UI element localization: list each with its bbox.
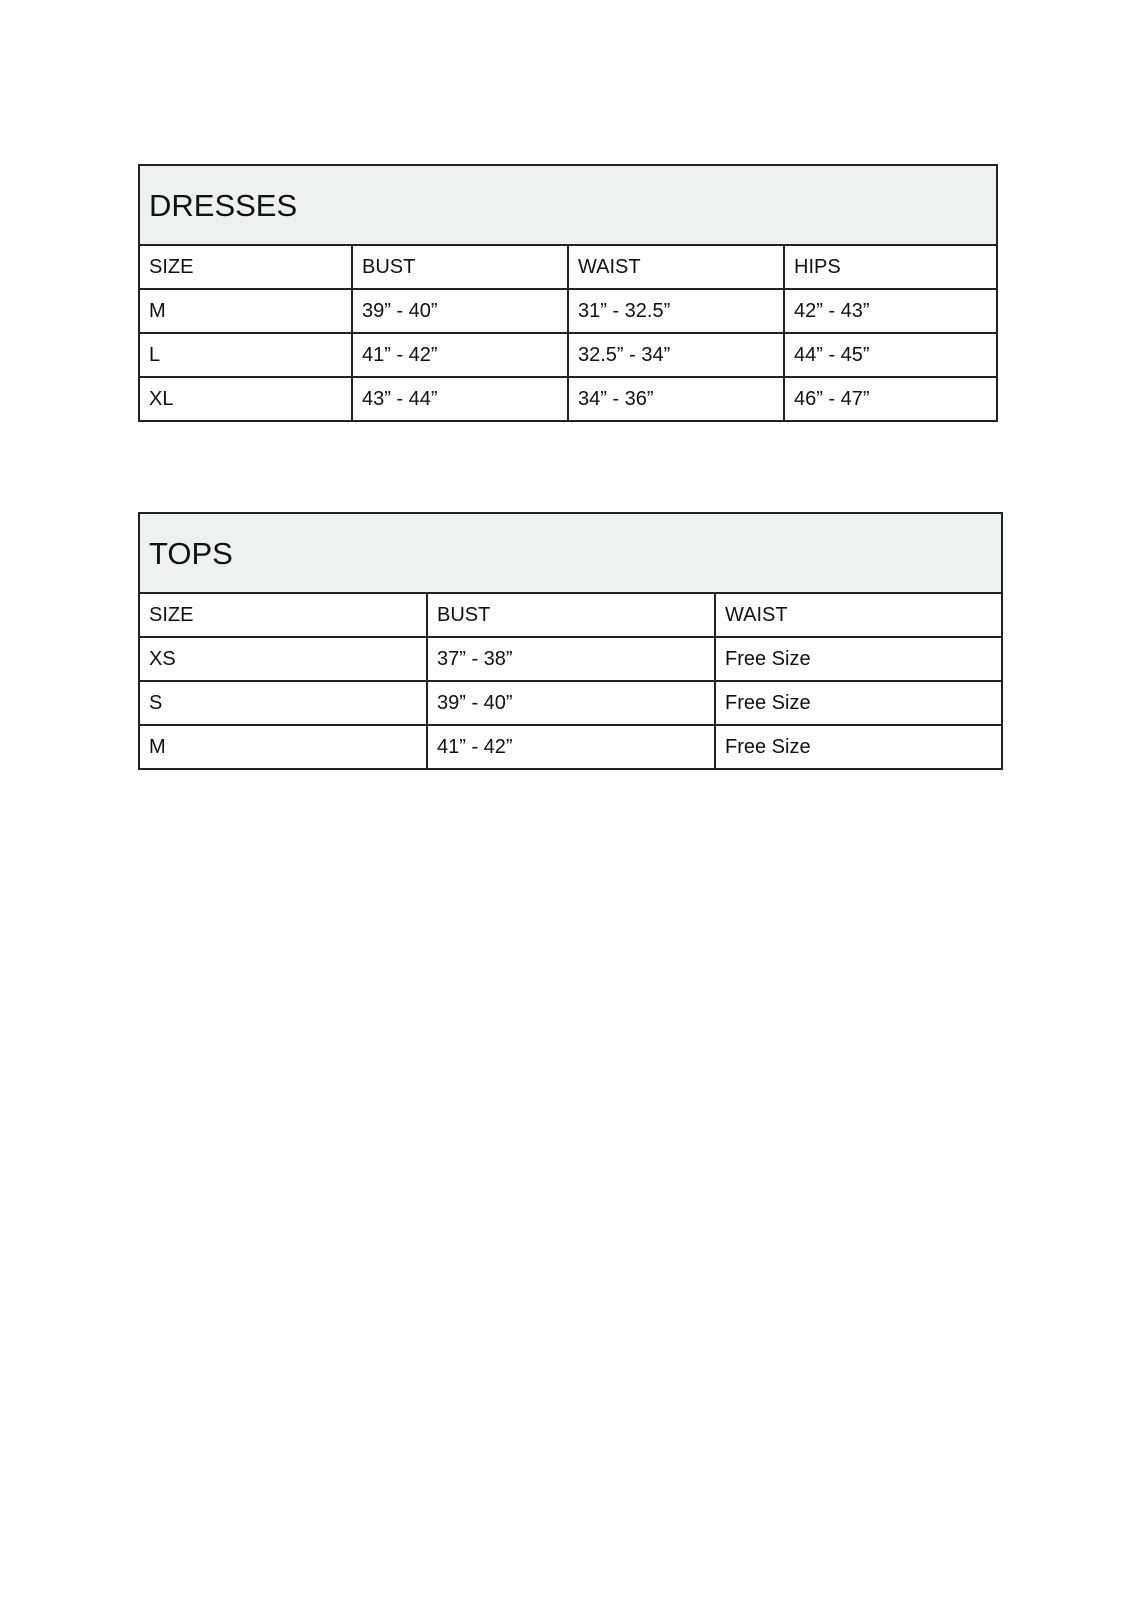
- table-cell: 46” - 47”: [783, 376, 998, 422]
- column-header: BUST: [351, 244, 569, 290]
- column-header: WAIST: [714, 592, 1003, 638]
- table-cell: 41” - 42”: [351, 332, 569, 378]
- table-row: XL 43” - 44” 34” - 36” 46” - 47”: [138, 376, 998, 422]
- table-cell: 43” - 44”: [351, 376, 569, 422]
- column-header: HIPS: [783, 244, 998, 290]
- table-cell: Free Size: [714, 724, 1003, 770]
- table-title: TOPS: [138, 512, 1003, 594]
- table-cell: 42” - 43”: [783, 288, 998, 334]
- table-row: XS 37” - 38” Free Size: [138, 636, 1003, 682]
- column-header: SIZE: [138, 592, 428, 638]
- table-cell: 41” - 42”: [426, 724, 716, 770]
- table-cell: Free Size: [714, 636, 1003, 682]
- table-cell: M: [138, 288, 353, 334]
- table-cell: Free Size: [714, 680, 1003, 726]
- table-row: M 41” - 42” Free Size: [138, 724, 1003, 770]
- dresses-size-table: DRESSES SIZE BUST WAIST HIPS M 39” - 40”…: [138, 164, 998, 422]
- table-cell: 31” - 32.5”: [567, 288, 785, 334]
- table-row: L 41” - 42” 32.5” - 34” 44” - 45”: [138, 332, 998, 378]
- table-row: M 39” - 40” 31” - 32.5” 42” - 43”: [138, 288, 998, 334]
- tops-size-table: TOPS SIZE BUST WAIST XS 37” - 38” Free S…: [138, 512, 1003, 770]
- header-row: SIZE BUST WAIST HIPS: [138, 244, 998, 290]
- table-cell: S: [138, 680, 428, 726]
- table-cell: 32.5” - 34”: [567, 332, 785, 378]
- table-cell: 39” - 40”: [426, 680, 716, 726]
- table-cell: XS: [138, 636, 428, 682]
- table-cell: 44” - 45”: [783, 332, 998, 378]
- column-header: SIZE: [138, 244, 353, 290]
- column-header: WAIST: [567, 244, 785, 290]
- table-cell: M: [138, 724, 428, 770]
- column-header: BUST: [426, 592, 716, 638]
- table-cell: 39” - 40”: [351, 288, 569, 334]
- header-row: SIZE BUST WAIST: [138, 592, 1003, 638]
- table-cell: XL: [138, 376, 353, 422]
- table-cell: L: [138, 332, 353, 378]
- table-title: DRESSES: [138, 164, 998, 246]
- table-cell: 34” - 36”: [567, 376, 785, 422]
- table-cell: 37” - 38”: [426, 636, 716, 682]
- table-row: S 39” - 40” Free Size: [138, 680, 1003, 726]
